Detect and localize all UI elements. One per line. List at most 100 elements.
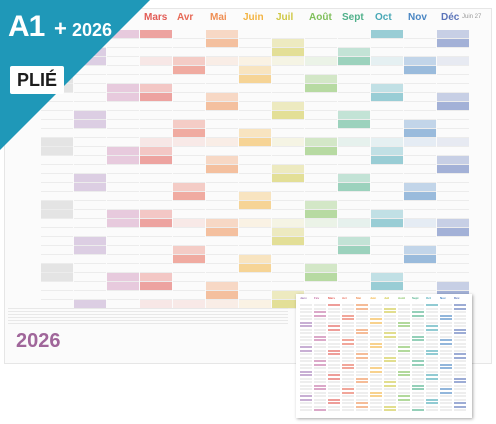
day-cell xyxy=(206,174,238,183)
day-cell xyxy=(74,282,106,291)
day-cell xyxy=(140,291,172,300)
mini-day xyxy=(384,367,396,369)
day-cell xyxy=(107,174,139,183)
day-cell xyxy=(437,174,469,183)
mini-day xyxy=(300,349,312,352)
mini-day xyxy=(412,395,424,397)
month-column xyxy=(404,30,436,309)
day-cell xyxy=(338,273,370,282)
mini-day xyxy=(412,335,424,338)
mini-day xyxy=(412,370,424,373)
mini-day xyxy=(328,363,340,366)
day-cell xyxy=(371,165,403,174)
mini-day xyxy=(300,335,312,338)
day-cell xyxy=(272,102,304,111)
notes-area xyxy=(8,308,488,358)
day-cell xyxy=(41,201,73,210)
mini-day xyxy=(426,332,438,334)
mini-day xyxy=(342,349,354,352)
day-cell xyxy=(206,75,238,84)
mini-day xyxy=(454,318,466,320)
mini-day xyxy=(328,304,340,306)
mini-day xyxy=(440,346,452,348)
mini-day xyxy=(328,402,340,404)
mini-day xyxy=(314,325,326,327)
day-cell xyxy=(140,111,172,120)
day-cell xyxy=(338,75,370,84)
day-cell xyxy=(272,66,304,75)
mini-day xyxy=(440,353,452,355)
note-line xyxy=(8,311,288,312)
wall-calendar-poster: Mars Avr Mai Juin Juil Août Sept Oct Nov Déc 2026… xyxy=(4,8,492,364)
mini-day xyxy=(398,318,410,320)
day-cell xyxy=(74,201,106,210)
poster-year: 2026 xyxy=(16,330,61,352)
day-cell xyxy=(74,255,106,264)
day-cell xyxy=(239,237,271,246)
mini-day xyxy=(356,353,368,355)
day-cell xyxy=(239,282,271,291)
day-cell xyxy=(404,30,436,39)
mini-day xyxy=(342,328,354,331)
day-cell xyxy=(305,120,337,129)
mini-day xyxy=(440,374,452,376)
mini-day xyxy=(412,384,424,387)
mini-day xyxy=(328,342,340,345)
day-cell xyxy=(305,165,337,174)
day-cell xyxy=(173,219,205,228)
mini-day xyxy=(300,314,312,317)
mini-day xyxy=(398,335,410,338)
day-cell xyxy=(206,228,238,237)
mini-day xyxy=(440,377,452,380)
mini-day xyxy=(370,349,382,352)
mini-day xyxy=(328,405,340,408)
day-cell xyxy=(305,246,337,255)
day-cell xyxy=(404,93,436,102)
mini-day xyxy=(454,332,466,334)
day-cell xyxy=(437,228,469,237)
day-cell xyxy=(404,246,436,255)
day-cell xyxy=(239,219,271,228)
mini-day xyxy=(440,304,452,306)
day-cell xyxy=(140,273,172,282)
mini-day xyxy=(398,409,410,411)
mini-month-name: Août xyxy=(398,296,405,300)
day-cell xyxy=(437,102,469,111)
day-cell xyxy=(404,210,436,219)
day-cell xyxy=(338,30,370,39)
mini-day xyxy=(342,377,354,380)
mini-day xyxy=(300,318,312,320)
day-cell xyxy=(74,273,106,282)
day-cell xyxy=(107,219,139,228)
day-cell xyxy=(239,30,271,39)
day-cell xyxy=(272,210,304,219)
day-cell xyxy=(140,102,172,111)
day-cell xyxy=(305,111,337,120)
note-line xyxy=(8,323,288,324)
mini-day xyxy=(398,374,410,376)
mini-day xyxy=(356,405,368,408)
mini-day xyxy=(454,335,466,338)
mini-day xyxy=(328,353,340,355)
day-cell xyxy=(239,48,271,57)
mini-day xyxy=(384,384,396,387)
mini-day xyxy=(342,391,354,394)
mini-month-column xyxy=(328,304,341,414)
day-cell xyxy=(437,273,469,282)
mini-day xyxy=(454,349,466,352)
day-cell xyxy=(437,111,469,120)
day-cell xyxy=(140,84,172,93)
mini-day xyxy=(300,332,312,334)
day-cell xyxy=(173,84,205,93)
mini-day xyxy=(398,381,410,383)
day-cell xyxy=(173,273,205,282)
day-cell xyxy=(74,219,106,228)
mini-day xyxy=(398,321,410,324)
mini-day xyxy=(370,332,382,334)
folded-label: PLIÉ xyxy=(16,70,57,90)
mini-day xyxy=(370,395,382,397)
day-cell xyxy=(107,183,139,192)
mini-day xyxy=(356,314,368,317)
day-cell xyxy=(338,156,370,165)
mini-day xyxy=(440,388,452,390)
